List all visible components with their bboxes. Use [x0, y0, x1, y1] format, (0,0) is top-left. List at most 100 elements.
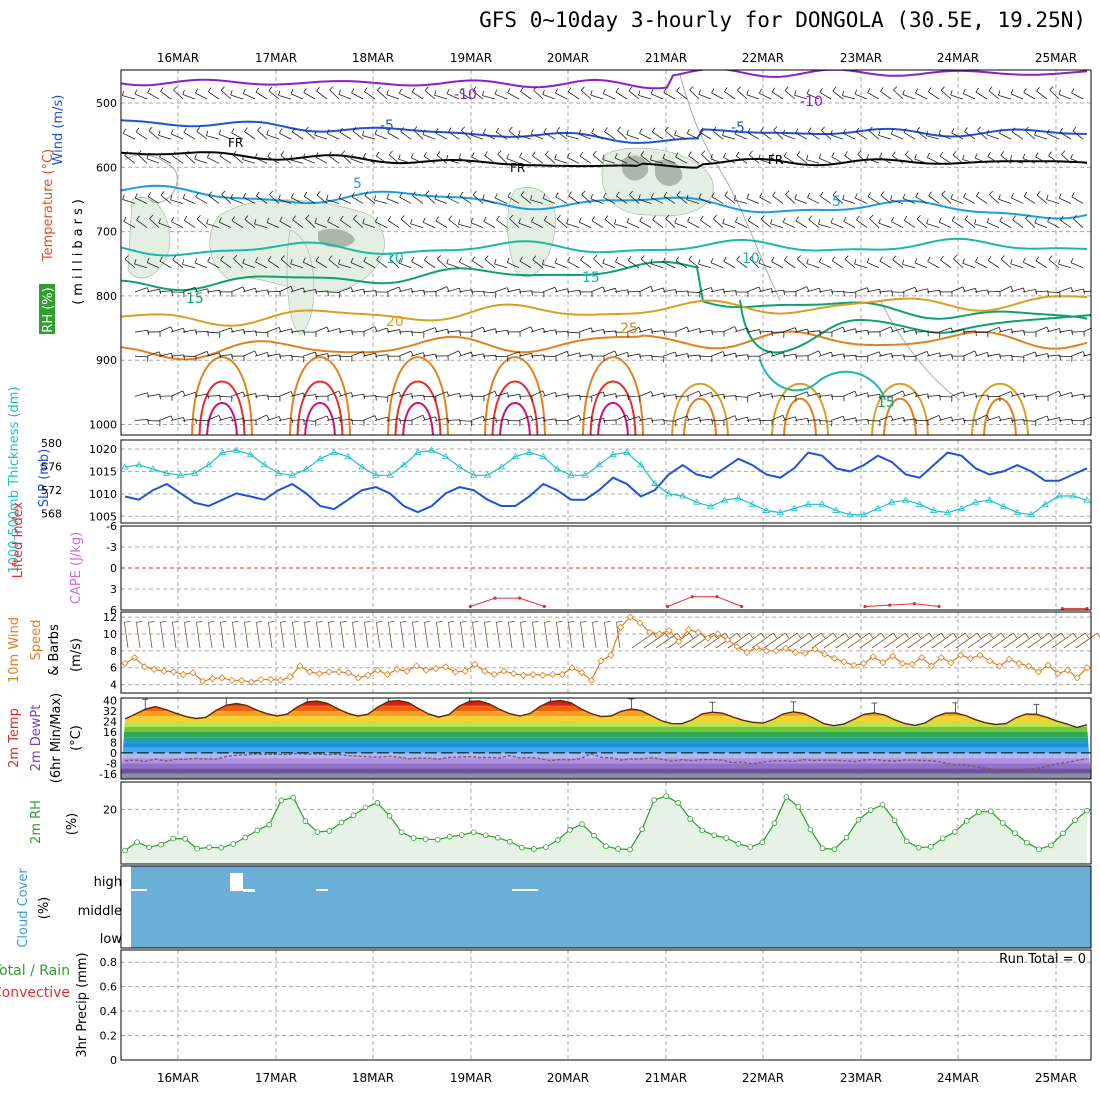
wind-barb-flag	[351, 419, 353, 425]
wind10-speed-marker	[170, 668, 178, 676]
lifted-index-point	[518, 596, 522, 600]
wind-barb	[854, 263, 868, 269]
wind-barb-flag	[291, 328, 294, 334]
wind-barb	[794, 286, 808, 293]
wind-barb	[208, 195, 220, 204]
wind-barb-flag	[749, 254, 754, 259]
wind-barb-flag	[351, 329, 354, 336]
wind-barb	[843, 133, 856, 140]
wind-barb	[831, 260, 844, 269]
wind-barb-flag	[338, 89, 342, 95]
wind10-barb-flag	[1048, 632, 1054, 639]
wind-barb	[375, 221, 388, 228]
wind-barb-flag	[170, 326, 174, 332]
wind-barb	[327, 221, 340, 228]
wind-barb	[1025, 218, 1036, 228]
cloud-clear-gap	[243, 889, 255, 892]
wind-barb	[410, 352, 424, 357]
wind-barb-flag	[903, 417, 906, 423]
wind-barb	[1046, 390, 1060, 397]
rh-shading-dark	[622, 155, 649, 181]
wind-barb	[590, 418, 604, 421]
wind10-speed-marker	[850, 661, 858, 669]
wind-barb-flag	[700, 215, 704, 221]
wind10-barb-flag	[820, 632, 826, 639]
wind-barb	[218, 353, 232, 357]
wind-barb	[292, 219, 304, 228]
wind-tick: 6	[110, 662, 117, 675]
wind-barb	[866, 393, 880, 397]
wind-barb	[508, 130, 520, 140]
wind-barb-flag	[734, 326, 738, 332]
wind-barb-flag	[1071, 419, 1073, 425]
wind-barb-flag	[542, 259, 545, 265]
wind-barb-flag	[459, 191, 464, 197]
wind-barb-flag	[975, 288, 978, 294]
wind10-speed-marker	[966, 654, 974, 662]
wind-barb-flag	[843, 216, 847, 222]
wind-barb	[867, 92, 880, 100]
wind-barb-flag	[459, 87, 463, 93]
rh2m-marker	[603, 843, 609, 850]
panel-frame	[120, 525, 1092, 611]
wind-barb	[302, 394, 316, 397]
wind-barb-flag	[495, 127, 500, 133]
rh2m-marker	[687, 816, 693, 822]
wind-barb-flag	[818, 350, 822, 356]
wind-barb	[854, 93, 868, 100]
wind-barb-flag	[638, 90, 641, 96]
label-15-c: 15	[877, 395, 895, 411]
wind10-speed-marker	[442, 663, 450, 671]
wind10-speed-marker	[121, 659, 129, 668]
wind-barb-flag	[711, 392, 714, 398]
wind-barb-flag	[388, 150, 393, 156]
wind10-speed-marker	[1005, 655, 1013, 663]
wind10-barb	[991, 632, 1014, 649]
wind-barb	[1058, 287, 1072, 293]
wind-barb	[639, 132, 652, 140]
wind-barb	[399, 92, 412, 100]
wind-barb	[1058, 93, 1072, 100]
wind10-barb	[339, 622, 345, 649]
wind-barb	[1010, 355, 1024, 358]
wind-barb	[506, 288, 520, 293]
wind-barb-flag	[339, 127, 343, 133]
wind-barb	[627, 260, 640, 269]
wind-barb	[218, 395, 233, 398]
wind-barb-flag	[1036, 191, 1041, 196]
surface-temp-contour	[394, 380, 442, 435]
wind-barb-flag	[149, 214, 154, 220]
wind-barb	[1035, 260, 1048, 269]
wind-barb	[542, 286, 556, 293]
temp-band	[121, 742, 1091, 748]
wind-barb	[1059, 131, 1072, 140]
wind-barb	[338, 392, 352, 397]
wind-barb	[890, 327, 904, 333]
wind-barb	[530, 416, 544, 421]
wind-barb	[242, 287, 256, 293]
wind-barb-flag	[975, 87, 979, 93]
wind-barb-flag	[1048, 151, 1052, 156]
wind-barb-flag	[316, 86, 320, 92]
rh2m-marker	[519, 844, 525, 851]
lifted-index-point	[493, 596, 497, 600]
wind-barb	[818, 394, 832, 397]
upper-air-contours	[121, 70, 1091, 435]
temp-dewpoint-panel	[121, 698, 1091, 779]
wind-barb	[518, 326, 532, 333]
wind10-speed-marker	[840, 658, 848, 666]
wind-barb	[950, 418, 964, 421]
wind-barb-flag	[458, 153, 462, 159]
wind-barb-flag	[362, 218, 365, 224]
wind-barb	[448, 219, 460, 228]
wind-barb	[650, 330, 664, 333]
wind-barb-flag	[387, 216, 392, 221]
wind-barb-flag	[580, 255, 584, 261]
wind10-barb	[591, 622, 597, 649]
date-label-top: 23MAR	[840, 51, 882, 65]
rh2m-marker	[855, 816, 862, 823]
wind-barb	[182, 94, 196, 100]
rh2m-marker	[470, 829, 477, 836]
wind-barb	[770, 414, 784, 421]
